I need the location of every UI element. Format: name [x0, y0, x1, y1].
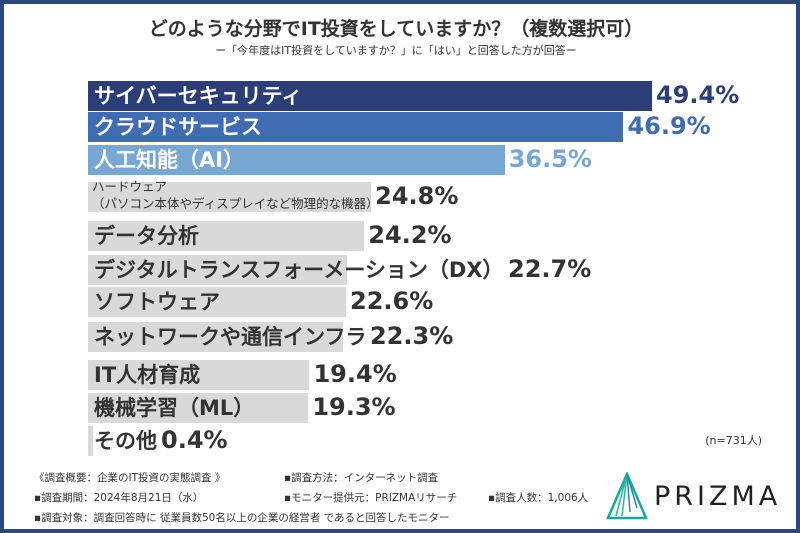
- chart-title: どのような分野でIT投資をしていますか？（複数選択可）: [148, 18, 644, 40]
- category-label: ハードウェア （パソコン本体やディスプレイなど物理的な機器）: [92, 179, 379, 211]
- bar: [88, 393, 309, 423]
- category-label: IT人材育成: [94, 363, 201, 387]
- bar: [88, 360, 310, 390]
- survey-target: ▪調査対象：調査回答時に 従業員数50名以上の企業の経営者 であると回答したモニ…: [34, 512, 450, 524]
- bar: [88, 112, 624, 142]
- prizma-logo-icon: [606, 472, 648, 520]
- value-label: 0.4%: [161, 426, 228, 454]
- bar: [88, 322, 343, 352]
- value-label: 24.2%: [368, 221, 452, 249]
- value-label: 19.4%: [313, 360, 397, 388]
- value-label: 22.7%: [508, 255, 592, 283]
- value-label: 22.3%: [370, 322, 454, 350]
- value-label: 24.8%: [375, 182, 459, 210]
- category-label: データ分析: [94, 224, 199, 248]
- bar: [88, 145, 505, 175]
- category-label: 人工知能（AI）: [94, 148, 245, 172]
- category-label: クラウドサービス: [94, 115, 262, 139]
- survey-period: ▪調査期間：2024年8月21日（水）: [34, 492, 204, 504]
- category-label: デジタルトランスフォーメーション（DX）: [94, 258, 504, 282]
- survey-count: ▪調査人数：1,006人: [488, 492, 589, 504]
- category-label: ソフトウェア: [94, 290, 220, 314]
- category-label: サイバーセキュリティ: [94, 84, 303, 108]
- bar: [88, 287, 347, 317]
- chart-subtitle: ー「今年度はIT投資をしていますか？」に「はい」と回答した方が回答ー: [215, 44, 577, 57]
- survey-method: ▪調査方法：インターネット調査: [284, 472, 439, 484]
- bar: [88, 221, 365, 251]
- survey-overview: 《調査概要：企業のIT投資の実態調査 》: [34, 472, 226, 484]
- value-label: 19.3%: [312, 393, 396, 421]
- value-label: 46.9%: [627, 112, 711, 140]
- bar: [88, 255, 348, 285]
- value-label: 49.4%: [656, 81, 740, 109]
- bar: [88, 182, 372, 212]
- monitor-provider: ▪モニター提供元：PRIZMAリサーチ: [284, 492, 458, 504]
- value-label: 36.5%: [508, 145, 592, 173]
- value-label: 22.6%: [350, 287, 434, 315]
- prizma-logo-text: PRIZMA: [654, 481, 782, 512]
- category-label: その他: [94, 429, 157, 453]
- category-label: 機械学習（ML）: [94, 396, 255, 420]
- bar: [88, 426, 93, 456]
- bar: [88, 81, 652, 111]
- category-label: ネットワークや通信インフラ: [94, 325, 367, 349]
- sample-size-note: (n=731人): [705, 434, 762, 447]
